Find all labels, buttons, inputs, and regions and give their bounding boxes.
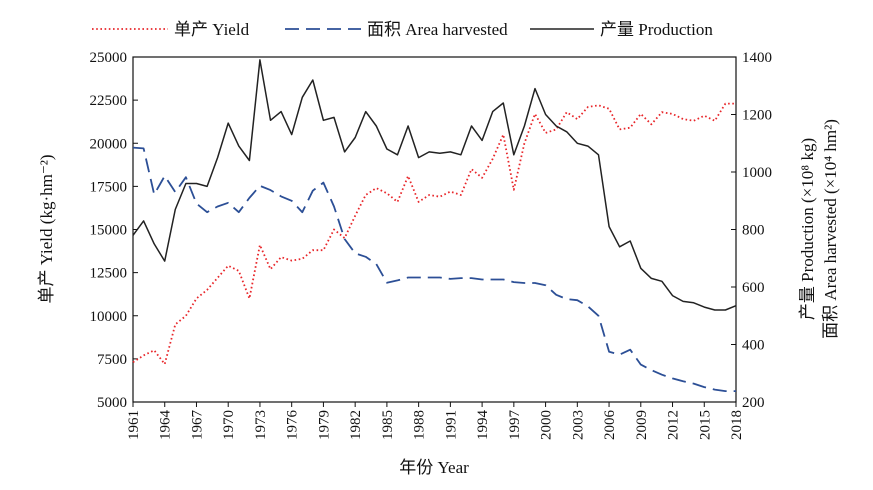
production-line bbox=[132, 59, 737, 311]
x-tick-label: 2009 bbox=[634, 410, 650, 440]
y-right-tick-label: 400 bbox=[742, 338, 765, 354]
y-axis-left: 5000 7500 10000 12500 15000 17500 20000 22500 25… bbox=[90, 50, 138, 411]
x-tick-label: 1994 bbox=[475, 410, 491, 441]
x-tick-label: 1982 bbox=[348, 410, 364, 440]
x-tick-label: 1988 bbox=[412, 410, 428, 440]
y-left-tick-label: 15000 bbox=[90, 223, 128, 239]
y-left-tick-label: 12500 bbox=[90, 266, 128, 282]
y-axis-right: 200 400 600 800 1000 1200 1400 bbox=[731, 50, 772, 411]
legend: 单产 Yield 面积 Area harvested 产量 Production bbox=[92, 20, 713, 39]
legend-production-label: 产量 Production bbox=[600, 20, 713, 39]
x-tick-label: 2015 bbox=[697, 410, 713, 440]
x-tick-label: 1967 bbox=[189, 410, 205, 441]
x-tick-label: 1979 bbox=[316, 410, 332, 440]
yield-line bbox=[132, 102, 736, 366]
y-right-tick-label: 200 bbox=[742, 395, 765, 411]
y-left-tick-label: 22500 bbox=[90, 93, 128, 109]
x-axis-label: 年份 Year bbox=[399, 458, 469, 477]
x-tick-label: 2000 bbox=[539, 410, 555, 440]
y-right-tick-label: 1200 bbox=[742, 108, 772, 124]
y-axis-left-label: 单产 Yield (kg·hm⁻²) bbox=[37, 154, 56, 303]
x-tick-label: 2006 bbox=[602, 410, 618, 441]
y-right-tick-label: 800 bbox=[742, 223, 765, 239]
x-tick-label: 1970 bbox=[221, 410, 237, 440]
x-tick-label: 1997 bbox=[507, 410, 523, 441]
y-axis-right-label-area: 面积 Area harvested (×10⁴ hm²) bbox=[821, 119, 840, 339]
y-axis-right-label-production: 产量 Production (×10⁸ kg) bbox=[798, 138, 817, 320]
y-right-tick-label: 1400 bbox=[742, 50, 772, 66]
y-left-tick-label: 20000 bbox=[90, 136, 128, 152]
x-tick-label: 1961 bbox=[126, 410, 142, 440]
y-left-tick-label: 17500 bbox=[90, 179, 128, 195]
x-tick-label: 2012 bbox=[666, 410, 682, 440]
y-left-tick-label: 25000 bbox=[90, 50, 128, 66]
y-left-tick-label: 10000 bbox=[90, 309, 128, 325]
area-harvested-line bbox=[132, 146, 736, 393]
x-tick-label: 1991 bbox=[443, 410, 459, 440]
x-tick-label: 2018 bbox=[729, 410, 745, 440]
legend-area-label: 面积 Area harvested bbox=[367, 20, 508, 39]
x-tick-label: 1964 bbox=[158, 410, 174, 441]
x-tick-label: 1976 bbox=[285, 410, 301, 441]
series-layer bbox=[132, 59, 737, 393]
x-axis: 1961 1964 1967 1970 1973 1976 1979 1982 1985 1988… bbox=[126, 402, 745, 440]
y-right-tick-label: 1000 bbox=[742, 165, 772, 181]
x-tick-label: 1973 bbox=[253, 410, 269, 440]
y-left-tick-label: 5000 bbox=[97, 395, 127, 411]
x-tick-label: 1985 bbox=[380, 410, 396, 440]
y-right-tick-label: 600 bbox=[742, 280, 765, 296]
x-tick-label: 2003 bbox=[570, 410, 586, 440]
plot-frame bbox=[132, 56, 737, 403]
legend-yield-label: 单产 Yield bbox=[174, 20, 250, 39]
y-left-tick-label: 7500 bbox=[97, 352, 127, 368]
